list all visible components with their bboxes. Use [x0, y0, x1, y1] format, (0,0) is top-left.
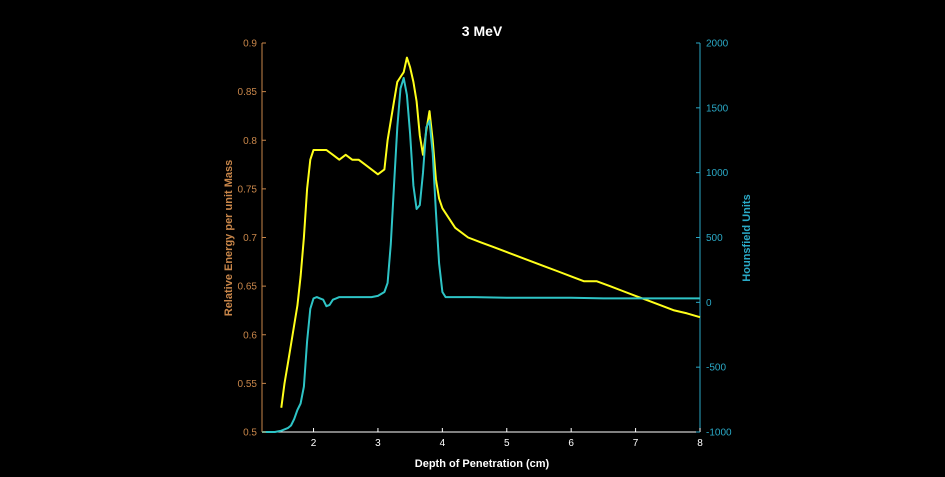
y-right-tick-label: 0 [706, 298, 712, 309]
series-line-hounsfield [262, 77, 700, 433]
y-left-tick-label: 0.5 [243, 428, 257, 439]
y-left-tick-label: 0.7 [243, 233, 257, 244]
y-right-tick-label: 2000 [706, 39, 729, 50]
y-left-tick-label: 0.8 [243, 136, 257, 147]
y-left-tick-label: 0.75 [238, 184, 258, 195]
y-right-tick-label: -500 [706, 363, 726, 374]
x-tick-label: 4 [440, 438, 446, 449]
y-left-tick-label: 0.9 [243, 39, 257, 50]
y-axis-left-label: Relative Energy per unit Mass [223, 160, 235, 317]
x-tick-label: 6 [568, 438, 574, 449]
x-tick-label: 5 [504, 438, 510, 449]
y-right-tick-label: 500 [706, 233, 723, 244]
series-layer [262, 56, 701, 433]
x-tick-label: 3 [375, 438, 381, 449]
y-right-tick-label: -1000 [706, 428, 732, 439]
x-tick-label: 2 [311, 438, 317, 449]
y-right-tick-label: 1500 [706, 103, 729, 114]
y-left-tick-label: 0.6 [243, 330, 257, 341]
y-left-tick-label: 0.85 [238, 87, 258, 98]
chart-title: 3 MeV [462, 23, 503, 39]
y-right-tick-label: 1000 [706, 168, 729, 179]
series-line-energy [280, 56, 701, 408]
x-tick-label: 7 [633, 438, 639, 449]
y-axis-right-label: Hounsfield Units [741, 194, 753, 281]
y-left-tick-label: 0.65 [238, 282, 258, 293]
x-axis-label: Depth of Penetration (cm) [415, 458, 550, 470]
x-tick-label: 8 [697, 438, 703, 449]
ticks-layer: 2 3 4 5 6 7 8 0.5 0.55 0.6 0.65 0.7 0.75 0.8 0.85 0.9 -1… [238, 39, 732, 450]
y-left-tick-label: 0.55 [238, 379, 258, 390]
